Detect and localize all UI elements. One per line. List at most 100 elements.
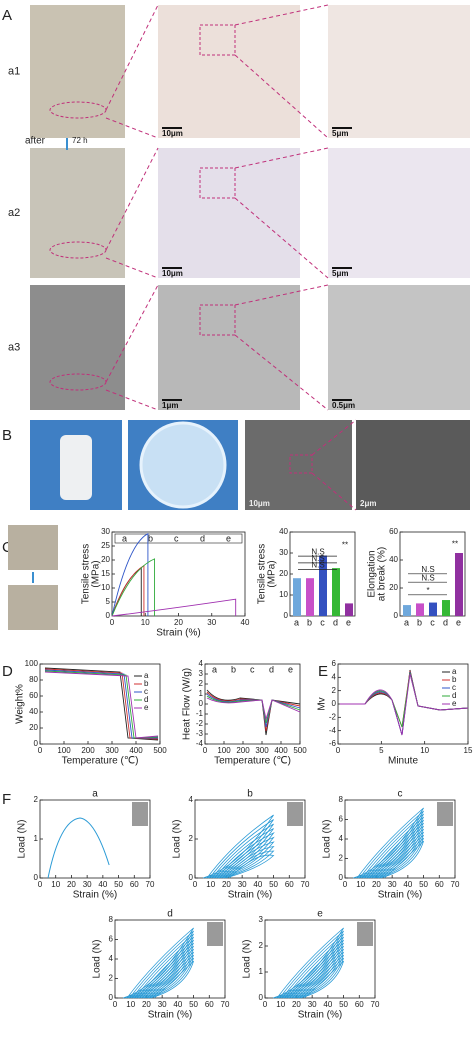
photo — [132, 802, 148, 826]
photo — [30, 148, 125, 278]
x-tick-label: 60 — [285, 880, 294, 889]
panel-label: C — [2, 539, 13, 556]
x-tick-label: b — [417, 617, 422, 627]
sample — [60, 435, 92, 500]
legend-label: e — [144, 703, 149, 712]
y-tick-label: 20 — [279, 569, 288, 578]
y-axis-label: Tensile stress — [81, 544, 92, 605]
curve — [206, 689, 301, 736]
x-tick-label: 0 — [113, 1000, 118, 1009]
y-tick-label: 8 — [109, 915, 114, 924]
micrograph — [328, 285, 470, 410]
curve — [285, 942, 344, 999]
x-tick-label: 15 — [464, 746, 473, 755]
curve — [47, 817, 110, 879]
x-tick-label: 50 — [269, 880, 278, 889]
y-tick-label: -1 — [196, 709, 204, 718]
x-tick-label: d — [333, 617, 338, 627]
x-tick-label: 0 — [38, 880, 43, 889]
curve — [44, 671, 159, 739]
curve — [300, 960, 344, 999]
x-tick-label: 300 — [255, 746, 269, 755]
annotation: * — [426, 586, 429, 595]
bar — [332, 568, 340, 616]
curve — [352, 807, 424, 879]
y-tick-label: -6 — [329, 739, 337, 748]
curve — [290, 948, 344, 999]
curve — [370, 828, 424, 879]
legend-label: e — [288, 664, 293, 674]
scale-bar-label: 5μm — [332, 129, 348, 138]
connector — [105, 117, 159, 139]
micrograph — [356, 420, 470, 510]
legend-box — [114, 533, 243, 544]
y-tick-label: 0 — [34, 873, 39, 882]
x-tick-label: 20 — [142, 1000, 151, 1009]
x-tick-label: 60 — [205, 1000, 214, 1009]
x-tick-label: 0 — [343, 880, 348, 889]
y-tick-label: 0 — [332, 699, 337, 708]
y-tick-label: 5 — [106, 597, 111, 606]
y-tick-label: 40 — [279, 527, 288, 536]
legend-label: a — [212, 664, 217, 674]
inset-box — [199, 304, 236, 336]
y-axis-label: Heat Flow (W/g) — [182, 668, 193, 740]
scale-bar-label: 0.5μm — [332, 401, 355, 410]
y-axis-label: Load (N) — [322, 820, 333, 859]
plot-title: c — [398, 789, 403, 800]
micrograph — [328, 5, 470, 138]
photo — [8, 585, 58, 630]
x-tick-label: 20 — [292, 1000, 301, 1009]
y-tick-label: -4 — [329, 726, 337, 735]
y-tick-label: 6 — [109, 935, 114, 944]
curve — [205, 819, 274, 879]
y-tick-label: -4 — [196, 739, 204, 748]
y-tick-label: 0 — [394, 611, 399, 620]
x-tick-label: b — [307, 617, 312, 627]
x-tick-label: 40 — [98, 880, 107, 889]
bar — [416, 603, 424, 616]
y-tick-label: 60 — [389, 527, 398, 536]
y-axis-label: at break (%) — [377, 547, 388, 601]
micrograph — [158, 285, 300, 410]
legend-label: d — [144, 695, 148, 704]
y-tick-label: 8 — [339, 795, 344, 804]
x-tick-label: 60 — [355, 1000, 364, 1009]
legend-label: e — [226, 533, 231, 543]
curve — [44, 670, 159, 739]
curve — [220, 845, 275, 879]
x-tick-label: 40 — [241, 618, 250, 627]
x-tick-label: 40 — [173, 1000, 182, 1009]
scale-bar-label: 2μm — [360, 499, 376, 508]
scale-bar-label: 10μm — [162, 129, 183, 138]
legend-label: d — [269, 664, 274, 674]
x-tick-label: a — [404, 617, 409, 627]
y-tick-label: 2 — [332, 686, 337, 695]
y-tick-label: 40 — [29, 707, 38, 716]
photo — [357, 922, 373, 946]
legend-label: c — [452, 683, 456, 692]
bar — [455, 553, 463, 616]
x-tick-label: 50 — [189, 1000, 198, 1009]
curve — [295, 954, 344, 999]
curve — [202, 814, 274, 879]
x-tick-label: 500 — [293, 746, 307, 755]
legend-label: c — [144, 687, 148, 696]
arrow-label: 72 h — [72, 136, 88, 145]
connector — [105, 4, 159, 111]
y-tick-label: 4 — [109, 954, 114, 963]
y-tick-label: 4 — [339, 834, 344, 843]
y-axis-label: Weight% — [15, 684, 26, 724]
curve — [147, 957, 194, 999]
y-tick-label: 2 — [34, 795, 39, 804]
y-tick-label: 25 — [101, 541, 110, 550]
y-axis-label: (MPa) — [91, 560, 102, 587]
x-tick-label: 0 — [193, 880, 198, 889]
micrograph — [328, 148, 470, 278]
y-axis-label: (MPa) — [267, 560, 278, 587]
legend-label: b — [144, 679, 149, 688]
legend-label: a — [452, 667, 457, 676]
connector — [311, 472, 357, 511]
y-tick-label: 4 — [189, 795, 194, 804]
